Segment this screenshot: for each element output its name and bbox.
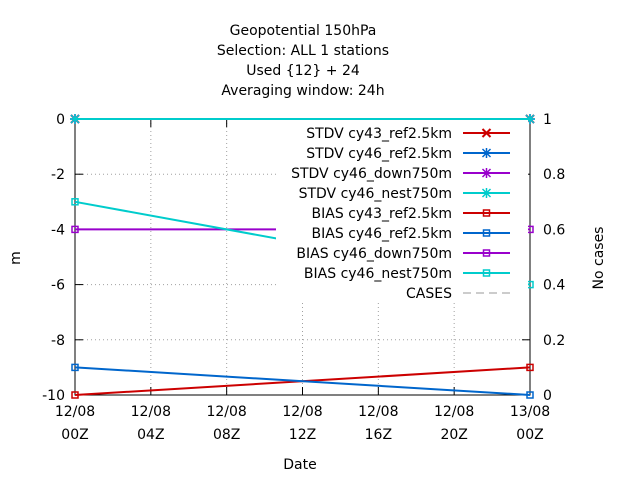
legend-swatch-marker [481,168,492,178]
series-point [526,391,534,399]
title-line: Selection: ALL 1 stations [217,43,389,59]
legend: STDV cy43_ref2.5km STDV cy46_ref2.5km STDV… [276,120,528,302]
legend-swatch-marker [482,209,491,217]
legend-label: CASES [406,286,452,302]
y2-tick-label: 0.2 [543,333,565,349]
y-tick-label: -8 [51,333,65,349]
legend-swatch-marker [481,148,492,158]
legend-swatch-marker [481,128,492,138]
x-tick-label-hour: 12Z [289,427,316,443]
x-tick-label-date: 12/08 [206,404,246,420]
legend-swatch-marker [482,269,491,277]
y2-axis-label: No cases [591,227,607,290]
y2-tick-label: 1 [543,112,552,128]
legend-label: STDV cy46_nest750m [299,186,452,202]
legend-label: STDV cy43_ref2.5km [306,126,452,142]
x-tick-label-hour: 00Z [61,427,88,443]
y2-tick-label: 0.8 [543,167,565,183]
x-tick-label-date: 12/08 [55,404,95,420]
x-tick-label-date: 12/08 [131,404,171,420]
x-tick-label-date: 12/08 [358,404,398,420]
legend-label: BIAS cy46_nest750m [304,266,452,282]
title-line: Used {12} + 24 [246,63,360,79]
x-tick-label-hour: 00Z [516,427,543,443]
x-tick-label-hour: 08Z [213,427,240,443]
x-tick-label-date: 12/08 [434,404,474,420]
legend-swatch-marker [481,188,492,198]
series-point [525,114,535,124]
legend-label: STDV cy46_ref2.5km [306,146,452,162]
legend-swatch-marker [482,249,491,257]
y-tick-label: -2 [51,167,65,183]
y-tick-label: -10 [42,388,65,404]
series-point [71,198,79,206]
legend-label: STDV cy46_down750m [291,166,452,182]
legend-label: BIAS cy46_ref2.5km [312,226,452,242]
x-tick-label-hour: 20Z [440,427,467,443]
y-axis-label: m [8,251,24,265]
y-tick-label: 0 [56,112,65,128]
y2-tick-label: 0.6 [543,222,565,238]
y2-tick-label: 0.4 [543,278,565,294]
series-point [71,225,79,234]
series-point [70,114,80,124]
legend-label: BIAS cy46_down750m [296,246,452,262]
title-line: Averaging window: 24h [221,83,384,99]
series-line [74,366,531,396]
y2-tick-label: 0 [543,388,552,404]
title-line: Geopotential 150hPa [230,23,377,39]
series-point [526,363,534,372]
y-tick-label: -4 [51,222,65,238]
y-tick-label: -6 [51,278,65,294]
series-point [71,363,79,372]
x-axis-label: Date [283,457,316,473]
x-tick-label-hour: 04Z [137,427,164,443]
x-tick-label-date: 12/08 [282,404,322,420]
series-point [71,391,79,399]
legend-label: BIAS cy43_ref2.5km [312,206,452,222]
x-tick-label-hour: 16Z [365,427,392,443]
chart-title: Geopotential 150hPa Selection: ALL 1 stat… [217,23,389,99]
x-tick-label-date: 13/08 [510,404,550,420]
legend-swatch-marker [482,229,491,237]
